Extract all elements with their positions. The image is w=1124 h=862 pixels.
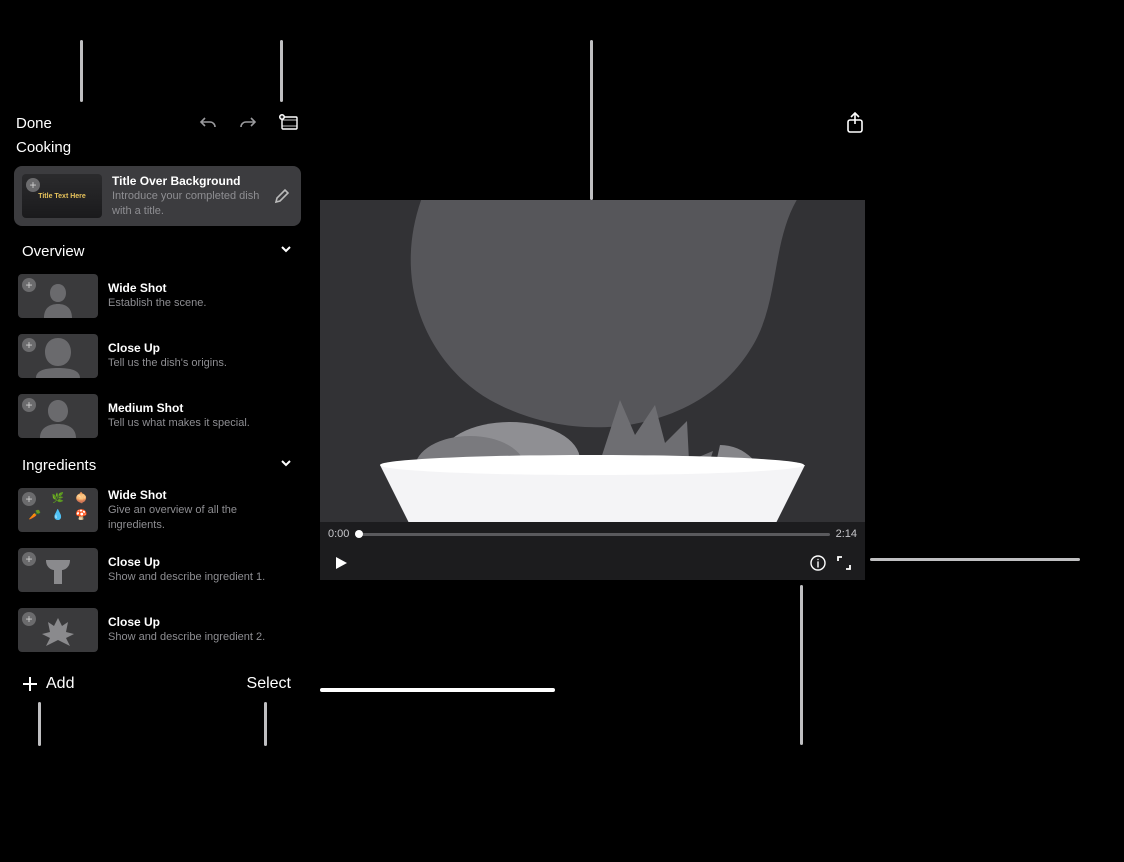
current-time: 0:00	[328, 528, 349, 540]
preview-viewer: 0:00 2:14	[320, 200, 865, 580]
select-button[interactable]: Select	[247, 675, 291, 693]
callout-line	[38, 702, 41, 746]
shot-thumbnail: +	[18, 548, 98, 592]
shot-thumbnail: +	[18, 608, 98, 652]
play-button[interactable]	[328, 556, 354, 570]
shot-subtitle: Show and describe ingredient 2.	[108, 630, 295, 644]
total-time: 2:14	[836, 528, 857, 540]
project-title: Cooking	[16, 139, 299, 156]
add-clip-icon[interactable]	[279, 114, 299, 132]
section-title: Ingredients	[22, 457, 96, 474]
shot-thumbnail: +	[18, 274, 98, 318]
add-label: Add	[46, 675, 74, 693]
shot-card[interactable]: + Close Up Tell us the dish's origins.	[10, 326, 305, 386]
shot-subtitle: Give an overview of all the ingredients.	[108, 503, 295, 532]
shot-card[interactable]: + Close Up Show and describe ingredient …	[10, 600, 305, 660]
info-icon[interactable]	[805, 555, 831, 571]
callout-line	[590, 40, 593, 200]
add-media-icon[interactable]: +	[26, 178, 40, 192]
share-button[interactable]	[846, 112, 864, 139]
chevron-down-icon	[279, 242, 293, 260]
shot-title: Wide Shot	[108, 488, 295, 502]
callout-line	[80, 40, 83, 102]
home-indicator	[320, 688, 555, 692]
shot-subtitle: Tell us what makes it special.	[108, 416, 295, 430]
shot-subtitle: Establish the scene.	[108, 296, 295, 310]
add-media-icon[interactable]: +	[22, 398, 36, 412]
shot-thumbnail: + 🌿🧅🥕💧🍄	[18, 488, 98, 532]
scrub-bar[interactable]: 0:00 2:14	[320, 522, 865, 546]
shot-title: Wide Shot	[108, 281, 295, 295]
edit-icon[interactable]	[273, 184, 291, 208]
section-header-ingredients[interactable]: Ingredients	[10, 446, 305, 480]
shot-title: Close Up	[108, 555, 295, 569]
shot-card[interactable]: + Medium Shot Tell us what makes it spec…	[10, 386, 305, 446]
shot-thumbnail: + Title Text Here	[22, 174, 102, 218]
shot-title: Medium Shot	[108, 401, 295, 415]
shot-thumbnail: +	[18, 394, 98, 438]
shot-thumbnail: +	[18, 334, 98, 378]
shot-subtitle: Show and describe ingredient 1.	[108, 570, 295, 584]
callout-line	[800, 585, 803, 745]
shot-subtitle: Tell us the dish's origins.	[108, 356, 295, 370]
shot-card[interactable]: + Close Up Show and describe ingredient …	[10, 540, 305, 600]
callout-line	[264, 702, 267, 746]
shot-card[interactable]: + Wide Shot Establish the scene.	[10, 266, 305, 326]
add-media-icon[interactable]: +	[22, 552, 36, 566]
shot-subtitle: Introduce your completed dish with a tit…	[112, 189, 263, 218]
redo-button[interactable]	[239, 114, 257, 132]
section-title: Overview	[22, 243, 85, 260]
add-media-icon[interactable]: +	[22, 338, 36, 352]
storyboard-panel: Done Cooking	[10, 105, 305, 702]
add-media-icon[interactable]: +	[22, 492, 36, 506]
scrub-knob[interactable]	[355, 530, 363, 538]
shot-title: Title Over Background	[112, 174, 263, 188]
section-header-overview[interactable]: Overview	[10, 232, 305, 266]
shot-card[interactable]: + 🌿🧅🥕💧🍄 Wide Shot Give an overview of al…	[10, 480, 305, 540]
player-controls	[320, 546, 865, 580]
shot-title: Close Up	[108, 615, 295, 629]
shot-title: Close Up	[108, 341, 295, 355]
callout-line	[280, 40, 283, 102]
shot-card-title[interactable]: + Title Text Here Title Over Background …	[14, 166, 301, 226]
add-media-icon[interactable]: +	[22, 278, 36, 292]
scrub-track[interactable]	[355, 533, 829, 536]
bottom-toolbar: Add Select	[10, 664, 305, 702]
callout-line	[870, 558, 1080, 561]
done-button[interactable]: Done	[16, 115, 52, 132]
add-media-icon[interactable]: +	[22, 612, 36, 626]
preview-canvas	[320, 200, 865, 522]
chevron-down-icon	[279, 456, 293, 474]
add-button[interactable]: Add	[20, 674, 74, 694]
undo-button[interactable]	[199, 114, 217, 132]
fullscreen-icon[interactable]	[831, 555, 857, 571]
